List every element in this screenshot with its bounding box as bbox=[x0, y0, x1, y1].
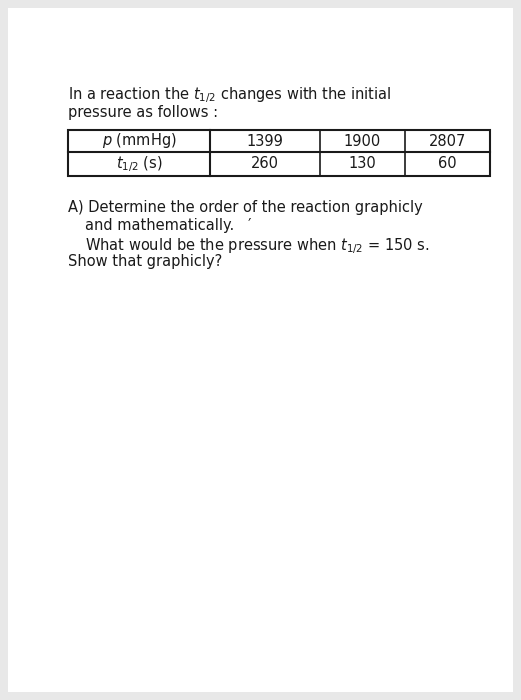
Text: 2807: 2807 bbox=[429, 134, 466, 148]
Text: $p$ (mmHg): $p$ (mmHg) bbox=[102, 132, 177, 150]
Text: Show that graphicly?: Show that graphicly? bbox=[68, 254, 222, 269]
Text: and mathematically.   ′: and mathematically. ′ bbox=[85, 218, 252, 233]
Text: 60: 60 bbox=[438, 157, 457, 172]
Text: 1900: 1900 bbox=[344, 134, 381, 148]
Text: What would be the pressure when $t_{1/2}$ = 150 s.: What would be the pressure when $t_{1/2}… bbox=[85, 236, 430, 256]
Text: $t_{1/2}$ (s): $t_{1/2}$ (s) bbox=[116, 154, 163, 174]
Bar bbox=[68, 130, 490, 176]
Text: pressure as follows :: pressure as follows : bbox=[68, 105, 218, 120]
Text: 130: 130 bbox=[349, 157, 376, 172]
Text: In a reaction the $t_{1/2}$ changes with the initial: In a reaction the $t_{1/2}$ changes with… bbox=[68, 85, 391, 105]
Text: A) Determine the order of the reaction graphicly: A) Determine the order of the reaction g… bbox=[68, 200, 423, 215]
Text: 260: 260 bbox=[251, 157, 279, 172]
Text: 1399: 1399 bbox=[246, 134, 283, 148]
